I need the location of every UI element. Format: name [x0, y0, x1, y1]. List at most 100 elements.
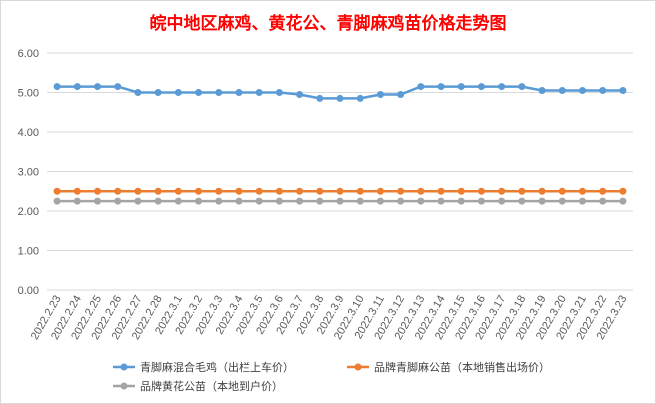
data-point — [477, 187, 485, 195]
data-point — [457, 197, 465, 205]
data-point — [619, 87, 627, 95]
data-point — [457, 187, 465, 195]
data-point — [578, 187, 586, 195]
data-point — [437, 83, 445, 91]
data-point — [578, 197, 586, 205]
data-point — [215, 89, 223, 96]
data-point — [336, 94, 344, 102]
data-point — [518, 197, 526, 205]
data-point — [235, 187, 243, 195]
x-axis-ticks: 2022.2.232022.2.242022.2.252022.2.262022… — [29, 293, 630, 341]
data-point — [457, 83, 465, 91]
data-point — [275, 187, 283, 195]
data-point — [296, 187, 304, 195]
data-point — [316, 187, 324, 195]
legend-item: 青脚麻混合毛鸡（出栏上车价） — [113, 360, 294, 374]
y-tick-label: 4.00 — [18, 127, 39, 139]
y-tick-label: 0.00 — [18, 285, 39, 297]
data-point — [255, 89, 263, 96]
data-point — [498, 197, 506, 205]
data-point — [114, 187, 122, 195]
data-point — [296, 197, 304, 205]
data-point — [235, 197, 243, 205]
data-point — [417, 187, 425, 195]
data-point — [376, 197, 384, 205]
series-lines — [53, 83, 627, 205]
data-point — [619, 187, 627, 195]
data-point — [356, 187, 364, 195]
data-point — [538, 197, 546, 205]
data-point — [498, 187, 506, 195]
data-point — [154, 197, 162, 205]
data-point — [296, 90, 304, 98]
y-axis-ticks: 0.00 1.00 2.00 3.00 4.00 5.00 6.00 — [18, 48, 39, 297]
y-tick-label: 1.00 — [18, 246, 39, 258]
data-point — [154, 89, 162, 96]
data-point — [599, 187, 607, 195]
data-point — [195, 197, 203, 205]
data-point — [578, 87, 586, 95]
data-point — [235, 89, 243, 96]
y-tick-label: 6.00 — [18, 48, 39, 60]
y-tick-label: 5.00 — [18, 88, 39, 100]
data-point — [336, 187, 344, 195]
data-point — [477, 83, 485, 91]
data-point — [417, 83, 425, 91]
data-point — [275, 197, 283, 205]
data-point — [255, 197, 263, 205]
data-point — [215, 187, 223, 195]
data-point — [538, 187, 546, 195]
data-point — [336, 197, 344, 205]
data-point — [114, 83, 122, 91]
data-point — [397, 187, 405, 195]
data-point — [558, 87, 566, 95]
data-point — [518, 83, 526, 91]
data-point — [53, 83, 61, 91]
legend-item: 品牌黄花公苗（本地到户价） — [113, 379, 283, 393]
chart-title: 皖中地区麻鸡、黄花公、青脚麻鸡苗价格走势图 — [150, 13, 507, 34]
data-point — [397, 90, 405, 98]
data-point — [195, 89, 203, 96]
data-point — [215, 197, 223, 205]
data-point — [316, 94, 324, 102]
legend-label: 品牌黄花公苗（本地到户价） — [140, 379, 283, 393]
y-tick-label: 3.00 — [18, 167, 39, 179]
y-tick-label: 2.00 — [18, 206, 39, 218]
data-point — [397, 197, 405, 205]
data-point — [73, 197, 81, 205]
data-point — [356, 197, 364, 205]
data-point — [174, 187, 182, 195]
legend-swatch-marker — [354, 363, 362, 371]
data-point — [53, 197, 61, 205]
data-point — [195, 187, 203, 195]
data-point — [558, 187, 566, 195]
data-point — [275, 89, 283, 96]
grid — [47, 52, 633, 291]
data-point — [94, 187, 102, 195]
data-point — [114, 197, 122, 205]
data-point — [558, 197, 566, 205]
data-point — [599, 87, 607, 95]
series-3 — [53, 197, 627, 205]
data-point — [134, 197, 142, 205]
data-point — [417, 197, 425, 205]
data-point — [154, 187, 162, 195]
data-point — [73, 187, 81, 195]
data-point — [599, 197, 607, 205]
legend: 青脚麻混合毛鸡（出栏上车价） 品牌青脚麻公苗（本地销售出场价） 品牌黄花公苗（本地到… — [113, 360, 550, 393]
data-point — [477, 197, 485, 205]
data-point — [437, 197, 445, 205]
legend-swatch-marker — [120, 382, 128, 390]
legend-item: 品牌青脚麻公苗（本地销售出场价） — [347, 360, 550, 374]
data-point — [437, 187, 445, 195]
data-point — [174, 89, 182, 96]
data-point — [174, 197, 182, 205]
data-point — [538, 87, 546, 95]
data-point — [498, 83, 506, 91]
data-point — [518, 187, 526, 195]
legend-swatch-marker — [120, 363, 128, 371]
data-point — [94, 197, 102, 205]
data-point — [134, 89, 142, 96]
